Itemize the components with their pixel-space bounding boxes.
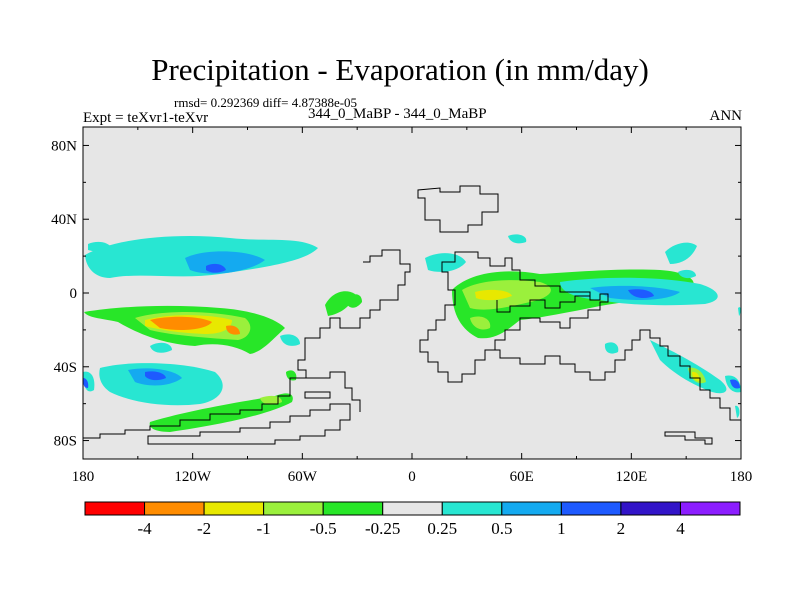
coastline-east-gondwana	[485, 329, 741, 421]
anomaly-region	[628, 289, 654, 298]
x-axis-labels: 180 120W 60W 0 60E 120E 180	[72, 469, 753, 485]
anomaly-region	[206, 263, 226, 273]
anomaly-region	[508, 234, 527, 244]
x-tick-label: 180	[72, 469, 95, 485]
anomaly-region	[150, 316, 212, 330]
y-tick-label: 0	[70, 286, 78, 302]
colorbar-swatch	[322, 501, 384, 516]
x-tick-label: 0	[408, 469, 416, 485]
anomaly-region	[145, 371, 166, 381]
x-tick-label: 120E	[615, 469, 647, 485]
anomaly-fields	[83, 234, 741, 432]
anomaly-region	[260, 395, 282, 405]
colorbar-label: 1	[557, 519, 566, 538]
coastline-south-small	[304, 391, 331, 399]
coastline-antarctic	[147, 403, 351, 445]
coastline-gondwana	[419, 251, 609, 383]
axis-ticks	[82, 127, 742, 459]
y-tick-label: 80S	[54, 434, 77, 450]
y-tick-label: 80N	[51, 138, 77, 154]
colorbar-swatch	[382, 501, 443, 516]
x-tick-label: 180	[730, 469, 753, 485]
y-tick-label: 40S	[54, 360, 77, 376]
anomaly-region	[665, 242, 697, 264]
colorbar-label: -4	[137, 519, 152, 538]
plot-title: Precipitation - Evaporation (in mm/day)	[151, 52, 649, 87]
anomaly-region	[735, 405, 740, 418]
coastline-north-africa	[297, 249, 411, 412]
colorbar-label: -2	[197, 519, 211, 538]
anomaly-region	[149, 393, 293, 432]
colorbar-label: 0.25	[427, 519, 457, 538]
coastline-interior	[496, 295, 590, 313]
colorbar-label: -0.5	[310, 519, 337, 538]
colorbar-swatch	[263, 501, 324, 516]
x-tick-label: 60E	[510, 469, 534, 485]
colorbar-swatch	[441, 501, 503, 516]
colorbar-swatch	[203, 501, 265, 516]
colorbar-label: 4	[676, 519, 685, 538]
anomaly-region	[730, 379, 740, 389]
colorbar-swatch	[144, 501, 205, 516]
coastline-south-arc	[83, 377, 306, 439]
coastline-laurasia	[417, 185, 499, 233]
anomaly-region	[226, 325, 240, 335]
colorbar-label: -1	[257, 519, 271, 538]
colorbar-label: -0.25	[365, 519, 400, 538]
anomaly-region	[280, 334, 300, 346]
anomaly-region	[88, 241, 112, 252]
anomaly-region	[83, 378, 89, 388]
season-label: ANN	[709, 108, 743, 124]
colorbar-swatch	[501, 501, 562, 516]
x-tick-label: 120W	[174, 469, 212, 485]
coastlines	[83, 185, 741, 445]
colorbar-label: 2	[617, 519, 626, 538]
stats-text: rmsd= 0.292369 diff= 4.87388e-05	[174, 95, 358, 110]
anomaly-region	[604, 342, 619, 354]
anomaly-region	[185, 251, 265, 274]
anomaly-region	[692, 371, 700, 381]
anomaly-region	[150, 342, 172, 353]
anomaly-region	[678, 269, 696, 279]
colorbar-labels: -4 -2 -1 -0.5 -0.25 0.25 0.5 1 2 4	[137, 519, 685, 538]
anomaly-region	[738, 307, 741, 316]
case-label: 344_0_MaBP - 344_0_MaBP	[308, 106, 487, 122]
colorbar	[84, 501, 741, 516]
x-tick-label: 60W	[288, 469, 318, 485]
anomaly-region	[345, 294, 362, 308]
anomaly-region	[475, 289, 512, 301]
experiment-label: Expt = teXvr1-teXvr	[83, 110, 209, 126]
anomaly-region	[650, 340, 727, 394]
y-tick-label: 40N	[51, 212, 77, 228]
colorbar-swatch	[560, 501, 622, 516]
anomaly-region	[325, 291, 355, 316]
colorbar-label: 0.5	[491, 519, 512, 538]
colorbar-swatch	[620, 501, 681, 516]
colorbar-swatch	[84, 501, 146, 516]
y-axis-labels: 80N 40N 0 40S 80S	[51, 138, 77, 449]
colorbar-swatch	[679, 501, 741, 516]
coastline-far-east	[664, 431, 713, 445]
anomaly-region	[470, 316, 491, 330]
